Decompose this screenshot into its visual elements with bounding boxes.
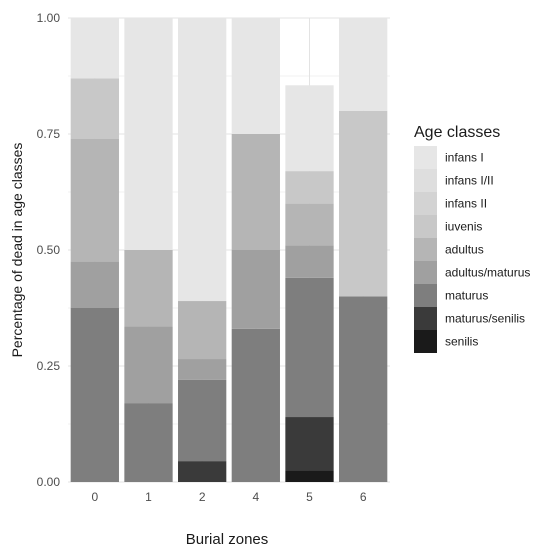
bar-segment	[124, 250, 173, 327]
y-tick-label: 0.00	[37, 475, 61, 489]
x-tick-labels: 0 1 2 4 5 6	[91, 490, 366, 504]
legend-label: iuvenis	[445, 220, 482, 234]
y-tick-label: 0.25	[37, 359, 61, 373]
legend-label: adultus	[445, 243, 484, 257]
bar-segment	[231, 134, 280, 250]
bar-segment	[70, 78, 119, 139]
bar-segment	[285, 245, 334, 278]
bar-segment	[70, 138, 119, 262]
bar-segment	[285, 85, 334, 172]
bar-segment	[339, 18, 388, 111]
y-tick-label: 0.50	[37, 243, 61, 257]
legend-items: infans I infans I/II infans II iuvenis adult…	[414, 146, 530, 353]
legend-label: infans I/II	[445, 174, 494, 188]
bar-segment	[285, 417, 334, 471]
x-tick-label: 0	[91, 490, 98, 504]
x-tick-label: 2	[199, 490, 206, 504]
x-tick-label: 5	[306, 490, 313, 504]
legend-swatch	[414, 330, 437, 353]
bar-segment	[231, 250, 280, 329]
y-axis-label: Percentage of dead in age classes	[9, 143, 25, 358]
legend-swatch	[414, 307, 437, 330]
bar-segment	[178, 461, 227, 482]
bar-segment	[178, 379, 227, 462]
legend-swatch	[414, 284, 437, 307]
bar-segment	[70, 261, 119, 308]
legend-title: Age classes	[414, 124, 500, 141]
bar-segment	[70, 18, 119, 79]
bar-segment	[285, 203, 334, 246]
bar-segment	[339, 296, 388, 482]
legend-label: adultus/maturus	[445, 266, 530, 280]
x-tick-label: 1	[145, 490, 152, 504]
bar-segment	[124, 403, 173, 482]
legend: Age classes infans I infans I/II infans II…	[414, 124, 530, 353]
legend-swatch	[414, 238, 437, 261]
x-axis-label: Burial zones	[186, 531, 269, 545]
bar-segment	[178, 301, 227, 360]
legend-swatch	[414, 192, 437, 215]
y-tick-label: 0.75	[37, 127, 61, 141]
x-tick-label: 6	[360, 490, 367, 504]
legend-label: infans II	[445, 197, 487, 211]
bar-segment	[285, 470, 334, 482]
bar-segment	[124, 326, 173, 404]
bar-segment	[231, 18, 280, 134]
legend-label: maturus/senilis	[445, 312, 525, 326]
legend-label: infans I	[445, 151, 484, 165]
legend-swatch	[414, 169, 437, 192]
bar-segment	[178, 359, 227, 380]
legend-swatch	[414, 215, 437, 238]
x-tick-label: 4	[252, 490, 259, 504]
bar-segment	[231, 328, 280, 482]
bars	[70, 18, 388, 482]
bar-segment	[285, 171, 334, 204]
bar-segment	[124, 18, 173, 250]
legend-swatch	[414, 261, 437, 284]
bar-segment	[70, 308, 119, 482]
bar-segment	[285, 277, 334, 418]
y-tick-labels: 0.00 0.25 0.50 0.75 1.00	[37, 11, 61, 489]
y-tick-label: 1.00	[37, 11, 61, 25]
bar-segment	[178, 18, 227, 302]
legend-label: senilis	[445, 335, 478, 349]
legend-swatch	[414, 146, 437, 169]
legend-label: maturus	[445, 289, 488, 303]
bar-segment	[339, 110, 388, 297]
